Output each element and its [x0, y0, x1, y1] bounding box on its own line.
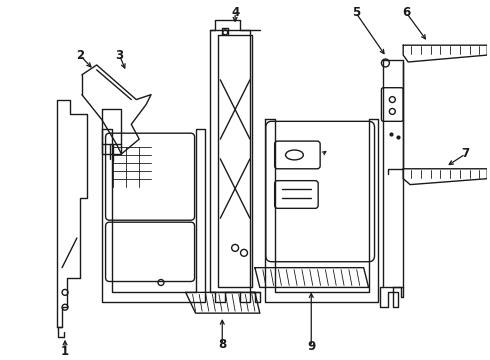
Text: 5: 5 — [352, 6, 360, 19]
Text: 1: 1 — [61, 345, 69, 358]
Text: 4: 4 — [231, 6, 239, 19]
Text: 7: 7 — [462, 148, 469, 161]
Text: 2: 2 — [76, 49, 84, 62]
Text: 9: 9 — [307, 340, 316, 353]
Text: 8: 8 — [218, 338, 226, 351]
Text: 6: 6 — [402, 6, 410, 19]
Text: 3: 3 — [115, 49, 123, 62]
